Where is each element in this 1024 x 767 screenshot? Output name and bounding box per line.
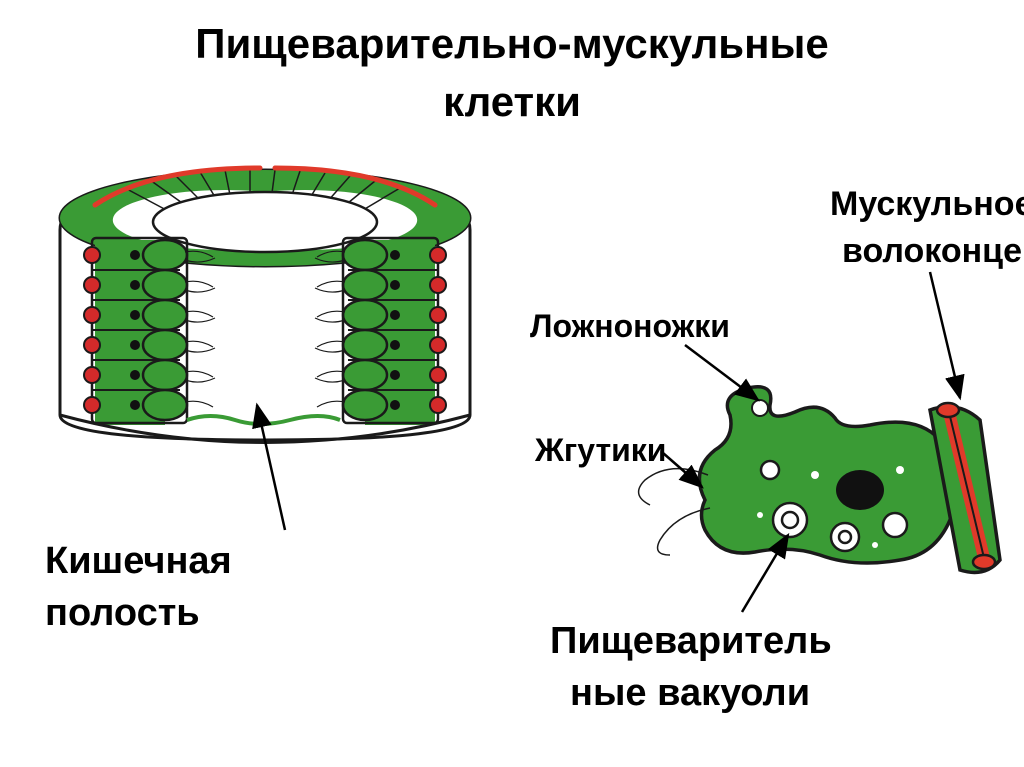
cross-section (60, 168, 470, 443)
diagram-svg (0, 0, 1024, 767)
